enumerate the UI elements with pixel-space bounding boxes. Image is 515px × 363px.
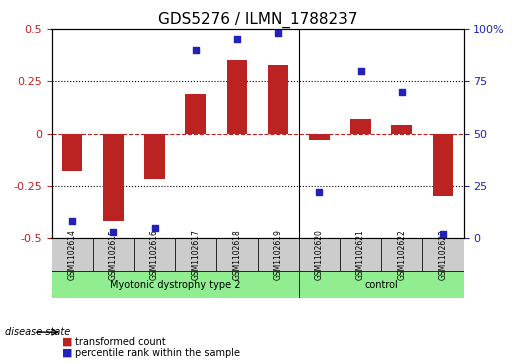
Text: Myotonic dystrophy type 2: Myotonic dystrophy type 2 <box>110 280 241 290</box>
Bar <box>144 134 165 179</box>
FancyBboxPatch shape <box>175 238 216 271</box>
FancyBboxPatch shape <box>422 238 464 271</box>
Text: GSM1102616: GSM1102616 <box>150 229 159 280</box>
Bar <box>185 94 206 134</box>
Bar <box>391 125 412 134</box>
Title: GDS5276 / ILMN_1788237: GDS5276 / ILMN_1788237 <box>158 12 357 28</box>
Point <box>68 219 76 224</box>
Text: GSM1102623: GSM1102623 <box>438 229 448 280</box>
Text: GSM1102614: GSM1102614 <box>67 229 77 280</box>
Bar <box>103 134 124 221</box>
Point <box>356 68 365 74</box>
Text: GSM1102622: GSM1102622 <box>397 229 406 280</box>
Bar <box>227 60 247 134</box>
Point <box>439 231 447 237</box>
Point <box>274 30 282 36</box>
Bar <box>62 134 82 171</box>
FancyBboxPatch shape <box>52 238 93 271</box>
FancyBboxPatch shape <box>52 272 299 298</box>
FancyBboxPatch shape <box>216 238 258 271</box>
Text: percentile rank within the sample: percentile rank within the sample <box>75 347 239 358</box>
Text: GSM1102621: GSM1102621 <box>356 229 365 280</box>
Text: ■: ■ <box>62 347 72 358</box>
Point <box>233 37 241 42</box>
Text: transformed count: transformed count <box>75 337 165 347</box>
FancyBboxPatch shape <box>340 238 381 271</box>
Point <box>398 89 406 95</box>
FancyBboxPatch shape <box>299 272 464 298</box>
Text: GSM1102617: GSM1102617 <box>191 229 200 280</box>
Text: ■: ■ <box>62 337 72 347</box>
FancyBboxPatch shape <box>258 238 299 271</box>
Text: GSM1102615: GSM1102615 <box>109 229 118 280</box>
Bar <box>268 65 288 134</box>
Bar <box>350 119 371 134</box>
FancyBboxPatch shape <box>93 238 134 271</box>
FancyBboxPatch shape <box>299 238 340 271</box>
Text: control: control <box>364 280 398 290</box>
Point <box>315 189 323 195</box>
Bar <box>433 134 453 196</box>
Point <box>150 225 159 231</box>
Text: disease state: disease state <box>5 327 71 337</box>
Text: GSM1102619: GSM1102619 <box>273 229 283 280</box>
Text: GSM1102620: GSM1102620 <box>315 229 324 280</box>
Text: GSM1102618: GSM1102618 <box>232 229 242 280</box>
Bar <box>309 134 330 140</box>
Point <box>109 229 117 234</box>
FancyBboxPatch shape <box>381 238 422 271</box>
Point <box>192 47 200 53</box>
FancyBboxPatch shape <box>134 238 175 271</box>
